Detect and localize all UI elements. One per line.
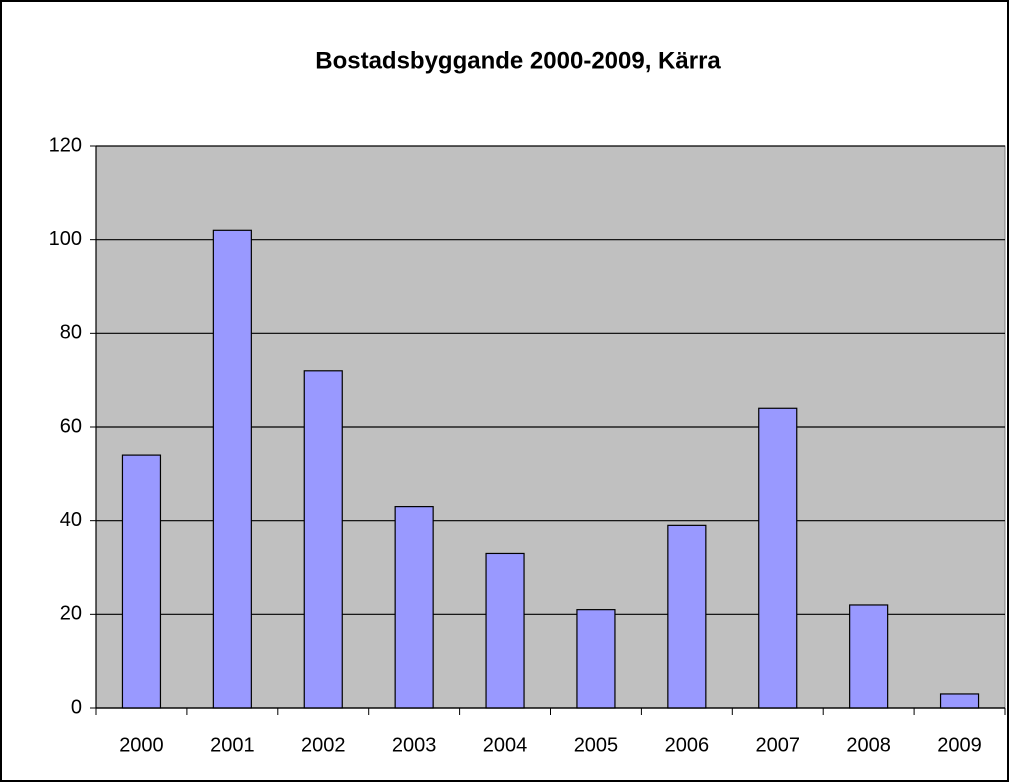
bar [394,506,434,709]
x-tick-label: 2006 [665,734,710,756]
y-tick-label: 120 [49,134,82,156]
bar [667,524,707,709]
x-tick-label: 2000 [119,734,164,756]
x-tick-label: 2009 [937,734,982,756]
y-tick-label: 60 [60,415,82,437]
bar [758,407,798,709]
x-tick-label: 2005 [574,734,619,756]
x-tick-label: 2003 [392,734,437,756]
y-tick-label: 80 [60,322,82,344]
x-tick-label: 2007 [756,734,801,756]
chart-title: Bostadsbyggande 2000-2009, Kärra [315,47,721,74]
bar [212,229,252,709]
y-tick-label: 0 [71,696,82,718]
bar [485,552,525,709]
x-tick-label: 2008 [846,734,891,756]
bar [849,604,889,709]
x-tick-label: 2004 [483,734,528,756]
x-tick-label: 2002 [301,734,346,756]
bar [121,454,162,709]
x-tick-label: 2001 [210,734,255,756]
y-tick-label: 100 [49,228,82,250]
bar [576,609,616,709]
y-tick-label: 20 [60,603,82,625]
y-tick-label: 40 [60,509,82,531]
bar [303,370,343,709]
bar [939,693,980,709]
